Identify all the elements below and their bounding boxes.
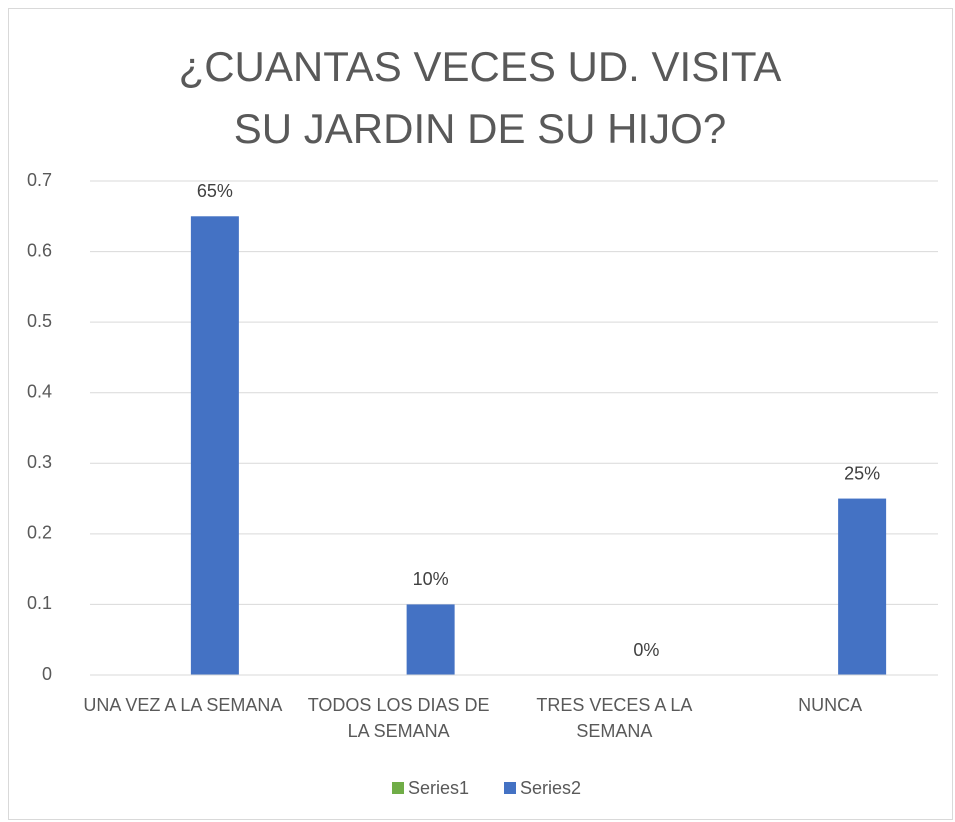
y-tick-label: 0.2: [27, 523, 52, 543]
x-tick-label: TRES VECES A LA SEMANA: [536, 695, 693, 741]
bar: [190, 216, 239, 676]
x-tick-label: NUNCA: [798, 695, 863, 715]
bar: [838, 498, 887, 675]
y-tick-label: 0.7: [27, 170, 52, 190]
legend-swatch: [392, 782, 404, 794]
legend-label: Series2: [520, 778, 581, 798]
y-tick-label: 0: [42, 664, 52, 684]
chart-title: ¿CUANTAS VECES UD. VISITA SU JARDIN DE S…: [178, 43, 782, 152]
y-tick-label: 0.1: [27, 593, 52, 613]
chart-border: [8, 8, 953, 820]
y-tick-label: 0.3: [27, 452, 52, 472]
legend-swatch: [504, 782, 516, 794]
data-label: 10%: [413, 569, 449, 589]
x-tick-label: UNA VEZ A LA SEMANA: [83, 695, 283, 715]
data-label: 65%: [197, 181, 233, 201]
data-label: 0%: [633, 640, 659, 660]
y-tick-label: 0.6: [27, 240, 52, 260]
x-tick-label: TODOS LOS DIAS DE LA SEMANA: [307, 695, 490, 741]
legend-label: Series1: [408, 778, 469, 798]
data-label: 25%: [844, 463, 880, 483]
y-tick-label: 0.5: [27, 311, 52, 331]
bar: [406, 604, 455, 675]
y-tick-label: 0.4: [27, 381, 52, 401]
